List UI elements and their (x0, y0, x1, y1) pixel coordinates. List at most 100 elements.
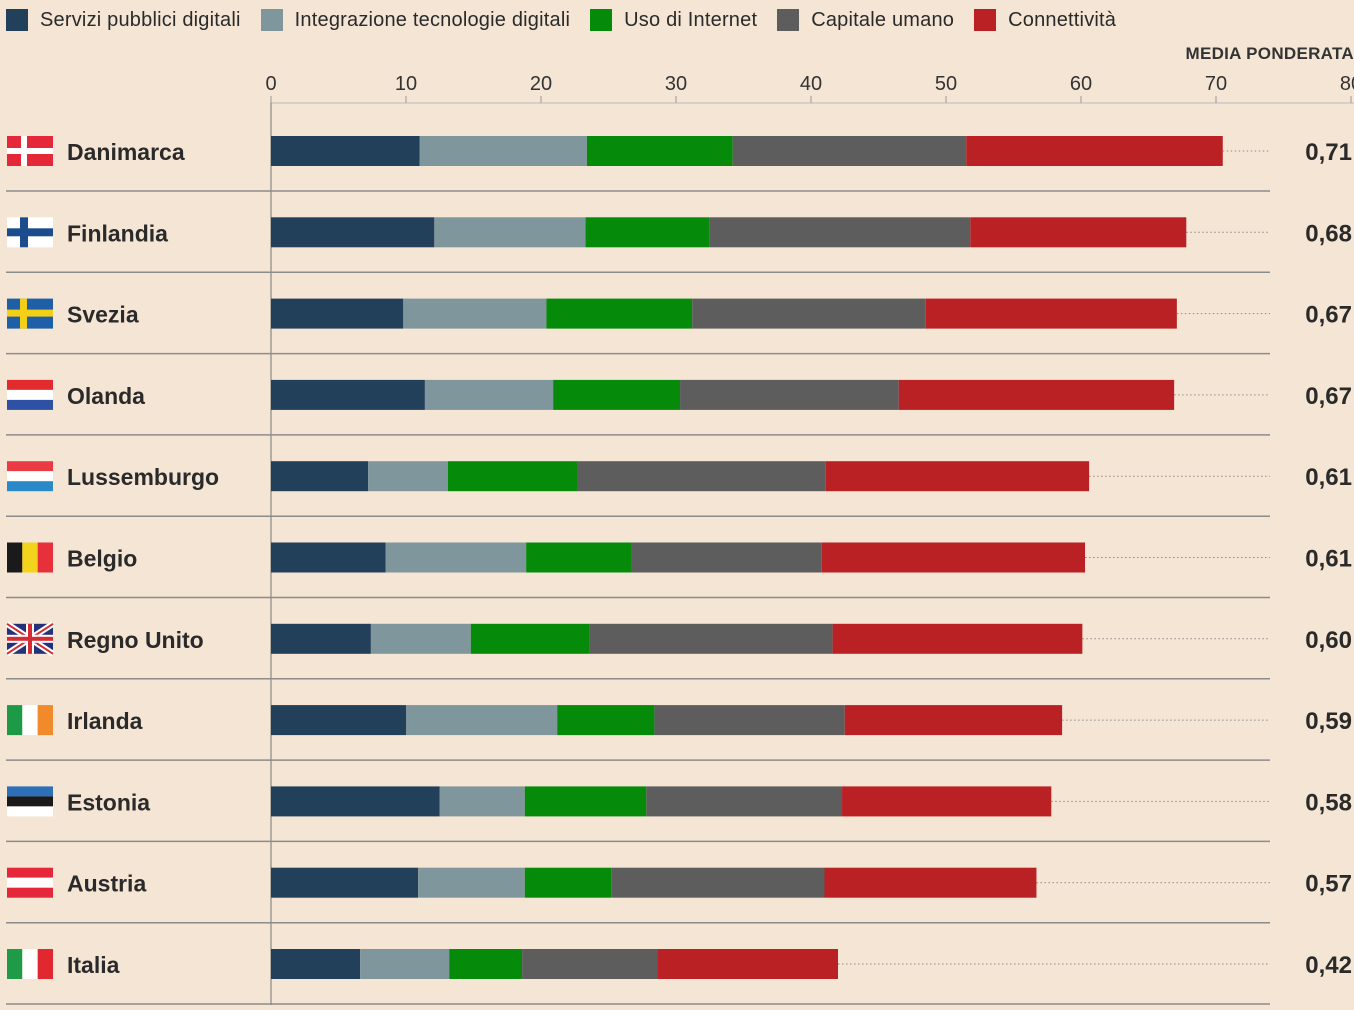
denmark-flag (7, 136, 53, 166)
chart-legend: Servizi pubblici digitali Integrazione te… (6, 8, 1136, 32)
bar-segment (557, 705, 655, 736)
bar-segment (360, 949, 450, 979)
bar-segment (732, 136, 967, 166)
x-tick-label: 80 (1340, 73, 1354, 95)
flag-part (22, 705, 38, 736)
bar-segment (832, 623, 1083, 654)
bar-segment (546, 298, 693, 329)
country-label: Olanda (67, 383, 145, 409)
flag-part (37, 705, 53, 736)
bar-segment (824, 867, 1037, 898)
bar-segment (434, 217, 586, 248)
flag-part (7, 471, 53, 482)
bar-segment (657, 949, 838, 979)
bar-segment (522, 949, 658, 979)
x-tick-label: 20 (530, 73, 552, 95)
bar-segment (271, 786, 440, 817)
bar-segment (692, 298, 926, 329)
bar-segment (370, 623, 471, 654)
ireland-flag (7, 705, 53, 736)
country-label: Irlanda (67, 708, 143, 734)
flag-part (7, 379, 53, 390)
country-label: Lussemburgo (67, 464, 219, 490)
uk-flag (5, 621, 55, 657)
flag-part (7, 461, 53, 472)
legend-swatch (6, 9, 28, 31)
bar-segment (419, 136, 587, 166)
bar-segment (970, 217, 1187, 248)
bar-segment (966, 136, 1223, 166)
bar-segment (524, 867, 612, 898)
score-label: 0,58 (1305, 789, 1352, 816)
legend-item: Integrazione tecnologie digitali (260, 8, 571, 32)
legend-label: Capitale umano (811, 8, 955, 31)
flag-part (7, 636, 53, 641)
bar-segment (631, 542, 822, 573)
legend-label: Uso di Internet (624, 8, 758, 31)
bar-segment (680, 379, 899, 410)
score-label: 0,59 (1305, 708, 1352, 735)
bar-segment (271, 542, 386, 573)
bar-segment (925, 298, 1177, 329)
estonia-flag (7, 786, 53, 817)
bar-segment (589, 623, 833, 654)
bar-segment (271, 461, 369, 492)
bar-segment (470, 623, 590, 654)
score-column-header: MEDIA PONDERATA (1185, 44, 1354, 63)
legend-swatch (590, 9, 613, 31)
flag-part (7, 877, 53, 888)
bar-segment (271, 217, 435, 248)
country-label: Regno Unito (67, 627, 204, 653)
score-label: 0,68 (1305, 220, 1352, 247)
bar-segment (646, 786, 843, 817)
score-label: 0,67 (1305, 383, 1352, 410)
bar-segment (424, 379, 554, 410)
x-tick-label: 70 (1205, 73, 1227, 95)
italy-flag (7, 949, 53, 979)
score-label: 0,61 (1305, 546, 1352, 573)
country-label: Finlandia (67, 220, 168, 246)
bar-segment (821, 542, 1086, 573)
bar-segment (842, 786, 1052, 817)
country-label: Italia (67, 952, 120, 978)
x-tick-label: 60 (1070, 73, 1092, 95)
score-label: 0,60 (1305, 627, 1352, 654)
bar-segment (654, 705, 845, 736)
legend-label: Integrazione tecnologie digitali (294, 8, 571, 31)
flag-part (7, 481, 53, 492)
legend-swatch (974, 9, 997, 31)
flag-part (22, 542, 38, 573)
x-tick-label: 30 (665, 73, 687, 95)
bar-segment (586, 136, 733, 166)
netherlands-flag (7, 379, 53, 410)
bar-segment (447, 461, 578, 492)
legend-label: Servizi pubblici digitali (40, 8, 241, 31)
country-label: Estonia (67, 789, 150, 815)
bar-segment (271, 623, 371, 654)
bar-segment (403, 298, 547, 329)
flag-part (7, 542, 23, 573)
legend-swatch (777, 9, 800, 31)
flag-part (7, 228, 53, 237)
score-label: 0,57 (1305, 871, 1352, 898)
x-tick-label: 40 (800, 73, 822, 95)
bar-segment (271, 298, 404, 329)
bar-segment (553, 379, 681, 410)
bar-segment (271, 867, 419, 898)
bar-segment (449, 949, 523, 979)
legend-label: Connettività (1008, 8, 1117, 31)
bar-segment (406, 705, 558, 736)
country-label: Svezia (67, 302, 139, 328)
x-tick-label: 50 (935, 73, 957, 95)
legend-item: Connettività (974, 9, 1116, 32)
flag-part (7, 786, 53, 797)
flag-part (7, 399, 53, 410)
flag-part (7, 389, 53, 400)
country-label: Danimarca (67, 139, 185, 165)
bar-segment (271, 949, 361, 979)
bar-segment (271, 379, 425, 410)
sweden-flag (7, 298, 53, 329)
bar-segment (385, 542, 527, 573)
austria-flag (7, 867, 53, 898)
flag-part (7, 705, 23, 736)
